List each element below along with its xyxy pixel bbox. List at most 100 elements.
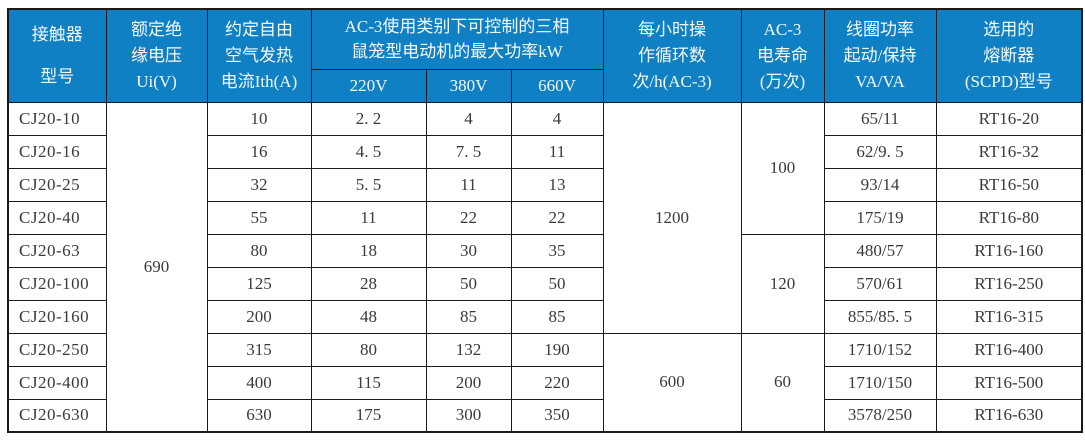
header-coil-line1: 线圈功率 bbox=[846, 19, 915, 39]
header-life-line3: (万次) bbox=[759, 71, 806, 91]
header-ith: 约定自由 空气发热 电流Ith(A) bbox=[206, 8, 312, 103]
cell-fuse: RT16-32 bbox=[935, 134, 1083, 169]
header-ith-line3: 电流Ith(A) bbox=[220, 71, 298, 91]
cell-kw660: 220 bbox=[510, 365, 604, 400]
cell-ith: 32 bbox=[206, 167, 312, 202]
header-ui: 额定绝 缘电压 Ui(V) bbox=[105, 8, 208, 103]
cell-kw380: 132 bbox=[425, 332, 512, 367]
cell-kw660: 11 bbox=[510, 134, 604, 169]
header-cycles-line3: 次/h(AC-3) bbox=[632, 71, 712, 91]
cell-kw380: 300 bbox=[425, 398, 512, 433]
cell-kw220: 18 bbox=[310, 233, 427, 268]
cell-ith: 200 bbox=[206, 299, 312, 334]
header-cycles-line2: 作循环数 bbox=[638, 45, 707, 65]
cell-model: CJ20-25 bbox=[7, 167, 107, 202]
header-coil: 线圈功率 起动/保持 VA/VA bbox=[823, 8, 937, 103]
cell-fuse: RT16-315 bbox=[935, 299, 1083, 334]
header-ith-line1: 约定自由 bbox=[225, 19, 293, 39]
cell-ith: 315 bbox=[206, 332, 312, 367]
cell-fuse: RT16-400 bbox=[935, 332, 1083, 367]
header-model: 接触器 型号 bbox=[7, 8, 107, 103]
cell-kw380: 11 bbox=[425, 167, 512, 202]
header-model-line2: 型号 bbox=[40, 66, 75, 86]
header-fuse: 选用的 熔断器 (SCPD)型号 bbox=[935, 8, 1083, 103]
table-row: CJ20-630 630 175 300 350 3578/250 RT16-6… bbox=[7, 398, 1083, 433]
cell-kw220: 48 bbox=[310, 299, 427, 334]
cell-model: CJ20-40 bbox=[7, 200, 107, 235]
table-row: CJ20-25 32 5. 5 11 13 93/14 RT16-50 bbox=[7, 167, 1083, 202]
cell-coil: 93/14 bbox=[823, 167, 937, 202]
header-model-line1: 接触器 bbox=[31, 24, 83, 44]
header-ith-line2: 空气发热 bbox=[225, 45, 293, 65]
cell-ith: 80 bbox=[206, 233, 312, 268]
cell-model: CJ20-63 bbox=[7, 233, 107, 268]
table-row: CJ20-16 16 4. 5 7. 5 11 62/9. 5 RT16-32 bbox=[7, 134, 1083, 169]
cell-fuse: RT16-160 bbox=[935, 233, 1083, 268]
cell-kw220: 175 bbox=[310, 398, 427, 433]
cell-coil: 855/85. 5 bbox=[823, 299, 937, 334]
cell-model: CJ20-400 bbox=[7, 365, 107, 400]
header-ui-line3: Ui(V) bbox=[136, 71, 177, 91]
cell-coil: 3578/250 bbox=[823, 398, 937, 433]
cell-ith: 630 bbox=[206, 398, 312, 433]
table-row: CJ20-160 200 48 85 85 855/85. 5 RT16-315 bbox=[7, 299, 1083, 334]
table-row: CJ20-400 400 115 200 220 1710/150 RT16-5… bbox=[7, 365, 1083, 400]
header-ui-line1: 额定绝 bbox=[131, 19, 182, 39]
table-row: CJ20-250 315 80 132 190 600 60 1710/152 … bbox=[7, 332, 1083, 433]
cell-kw380: 30 bbox=[425, 233, 512, 268]
cell-fuse: RT16-20 bbox=[935, 101, 1083, 136]
table-row: CJ20-40 55 11 22 22 175/19 RT16-80 bbox=[7, 200, 1083, 235]
header-kw-line1: AC-3使用类别下可控制的三相 bbox=[344, 17, 570, 37]
cell-coil: 480/57 bbox=[823, 233, 937, 268]
cell-coil: 1710/150 bbox=[823, 365, 937, 400]
cell-fuse: RT16-500 bbox=[935, 365, 1083, 400]
cell-kw660: 4 bbox=[510, 101, 604, 136]
header-life-line1: AC-3 bbox=[763, 19, 802, 39]
cell-kw380: 22 bbox=[425, 200, 512, 235]
cell-ith: 16 bbox=[206, 134, 312, 169]
cell-kw380: 85 bbox=[425, 299, 512, 334]
cell-model: CJ20-100 bbox=[7, 266, 107, 301]
cell-kw220: 4. 5 bbox=[310, 134, 427, 169]
cell-fuse: RT16-250 bbox=[935, 266, 1083, 301]
cell-ith: 10 bbox=[206, 101, 312, 136]
header-kw-380v: 380V bbox=[425, 68, 512, 103]
cell-ui-merged: 690 bbox=[105, 101, 208, 433]
table-body: CJ20-10 690 10 2. 2 4 4 1200 100 65/11 R… bbox=[7, 101, 1083, 433]
cell-life-merged: 60 bbox=[740, 332, 825, 433]
cell-coil: 570/61 bbox=[823, 266, 937, 301]
cell-cycles-merged: 1200 bbox=[602, 101, 742, 334]
cell-coil: 65/11 bbox=[823, 101, 937, 136]
cell-model: CJ20-160 bbox=[7, 299, 107, 334]
cell-kw660: 50 bbox=[510, 266, 604, 301]
header-cycles-line1: 每小时操 bbox=[638, 19, 707, 39]
cell-fuse: RT16-50 bbox=[935, 167, 1083, 202]
header-ui-line2: 缘电压 bbox=[131, 45, 182, 65]
cell-kw660: 350 bbox=[510, 398, 604, 433]
cell-ith: 400 bbox=[206, 365, 312, 400]
cell-kw220: 115 bbox=[310, 365, 427, 400]
header-row-1: 接触器 型号 额定绝 缘电压 Ui(V) 约定自由 空气发热 电流Ith(A) … bbox=[7, 8, 1083, 103]
header-cycles: 每小时操 作循环数 次/h(AC-3) bbox=[602, 8, 742, 103]
cell-model: CJ20-16 bbox=[7, 134, 107, 169]
cell-kw220: 11 bbox=[310, 200, 427, 235]
header-kw: AC-3使用类别下可控制的三相 鼠笼型电动机的最大功率kW bbox=[310, 8, 604, 70]
cell-coil: 62/9. 5 bbox=[823, 134, 937, 169]
cell-model: CJ20-250 bbox=[7, 332, 107, 367]
cell-model: CJ20-630 bbox=[7, 398, 107, 433]
cell-kw660: 13 bbox=[510, 167, 604, 202]
cell-fuse: RT16-80 bbox=[935, 200, 1083, 235]
cell-kw380: 200 bbox=[425, 365, 512, 400]
header-life-line2: 电寿命 bbox=[757, 45, 809, 65]
cell-kw380: 4 bbox=[425, 101, 512, 136]
cell-kw220: 2. 2 bbox=[310, 101, 427, 136]
header-fuse-line2: 熔断器 bbox=[983, 45, 1035, 65]
header-life: AC-3 电寿命 (万次) bbox=[740, 8, 825, 103]
contactor-spec-table: 接触器 型号 额定绝 缘电压 Ui(V) 约定自由 空气发热 电流Ith(A) … bbox=[7, 8, 1084, 433]
table-row: CJ20-10 690 10 2. 2 4 4 1200 100 65/11 R… bbox=[7, 101, 1083, 433]
cell-kw380: 7. 5 bbox=[425, 134, 512, 169]
header-fuse-line1: 选用的 bbox=[983, 19, 1035, 39]
cell-kw660: 85 bbox=[510, 299, 604, 334]
cell-cycles-merged: 600 bbox=[602, 332, 742, 433]
